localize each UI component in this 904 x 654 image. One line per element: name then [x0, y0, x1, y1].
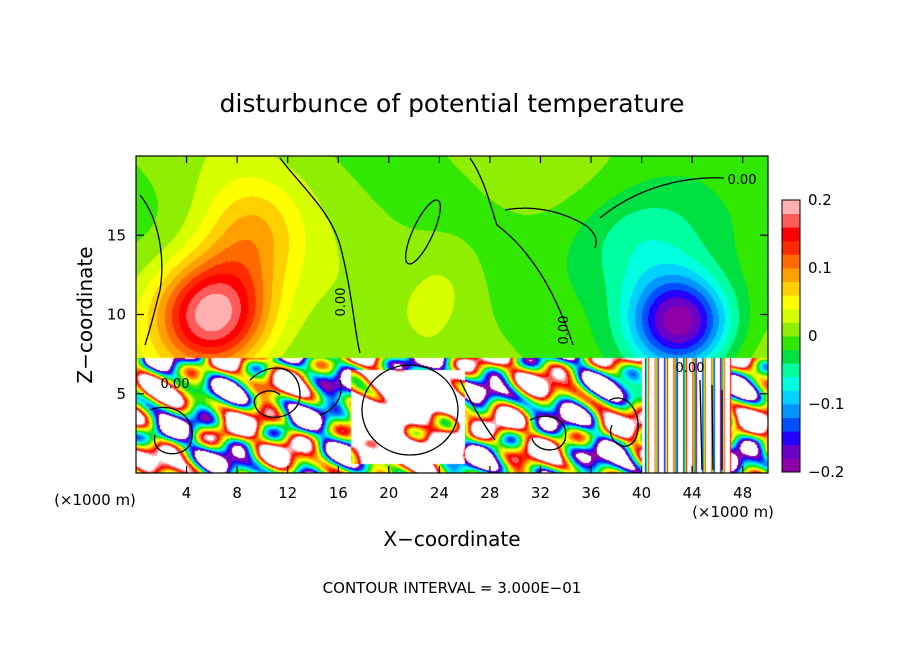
contour-labels: 0.00 0.00 0.00 0.00 0.00 [161, 173, 757, 392]
colorbar-swatch [782, 200, 800, 214]
colorbar-swatch [782, 363, 800, 378]
contour-label: 0.00 [161, 377, 190, 392]
x-tick-label: 40 [632, 484, 651, 502]
contour-interval-note: CONTOUR INTERVAL = 3.000E−01 [323, 579, 582, 597]
x-tick-label: 8 [232, 484, 242, 502]
x-tick-label: 12 [278, 484, 297, 502]
y-axis: 5 10 15 [107, 226, 768, 403]
colorbar-swatch [782, 431, 800, 446]
x-axis-label: X−coordinate [383, 527, 520, 551]
colorbar-swatch [782, 295, 800, 310]
zero-contour [139, 194, 163, 346]
contour-label: 0.00 [334, 288, 349, 317]
colorbar-swatch [782, 308, 800, 323]
closed-contour [361, 364, 459, 456]
x-tick-label: 44 [683, 484, 702, 502]
colorbar-swatch [782, 240, 800, 255]
zero-contour [279, 157, 361, 354]
y-axis-label: Z−coordinate [73, 246, 97, 383]
contour-lower [249, 367, 301, 418]
closed-contour [405, 199, 441, 265]
zero-contour [504, 207, 597, 249]
colorbar-swatch [782, 444, 800, 459]
zero-contour [599, 177, 725, 219]
y-tick-label: 10 [107, 306, 126, 324]
colorbar-tick-label: −0.2 [808, 463, 844, 481]
contour-lower [319, 379, 342, 416]
heatmap-field [136, 156, 768, 473]
colorbar-swatch [782, 281, 800, 296]
colorbar-swatch [782, 390, 800, 405]
x-tick-label: 28 [480, 484, 499, 502]
contour-lower [459, 379, 496, 441]
plot-area: 0.00 0.00 0.00 0.00 0.00 [136, 156, 768, 473]
contour-lower [699, 379, 723, 471]
y-tick-label: 15 [107, 226, 126, 244]
y-tick-label: 5 [116, 385, 126, 403]
contour-label: 0.00 [557, 316, 572, 345]
colorbar-swatch [782, 268, 800, 282]
x-tick-label: 36 [581, 484, 600, 502]
colorbar: 0.2 0.1 0 −0.1 −0.2 [781, 191, 844, 481]
zero-contour [469, 157, 574, 346]
x-tick-label: 24 [430, 484, 449, 502]
colorbar-swatch [782, 376, 800, 391]
contour-lower [609, 397, 639, 447]
colorbar-swatch [782, 227, 800, 242]
x-tick-label: 32 [531, 484, 550, 502]
x-unit-label-right: (×1000 m) [692, 503, 774, 521]
colorbar-tick-label: 0.2 [808, 191, 832, 209]
contour-lower [149, 406, 193, 455]
x-tick-label: 4 [182, 484, 192, 502]
contour-label: 0.00 [676, 361, 705, 376]
colorbar-tick-label: 0.1 [808, 259, 832, 277]
x-tick-label: 16 [329, 484, 348, 502]
x-tick-label: 48 [733, 484, 752, 502]
colorbar-tick-label: −0.1 [808, 395, 844, 413]
colorbar-swatch [782, 458, 800, 473]
colorbar-frame [781, 199, 801, 473]
x-axis: 4 8 12 16 20 24 28 32 36 40 44 48 [182, 156, 752, 502]
contour-lower [529, 415, 567, 451]
colorbar-swatch [782, 417, 800, 432]
x-tick-label: 20 [379, 484, 398, 502]
colorbar-swatch [782, 254, 800, 269]
colorbar-swatch [782, 213, 800, 228]
colorbar-swatch [782, 349, 800, 364]
colorbar-tick-label: 0 [808, 327, 818, 345]
contour-label: 0.00 [728, 173, 757, 188]
colorbar-swatch [782, 404, 800, 418]
chart-title: disturbunce of potential temperature [220, 89, 685, 118]
contour-lines [139, 157, 725, 471]
colorbar-swatch [782, 322, 800, 337]
colorbar-swatch [782, 336, 800, 350]
x-unit-label-left: (×1000 m) [54, 491, 136, 509]
